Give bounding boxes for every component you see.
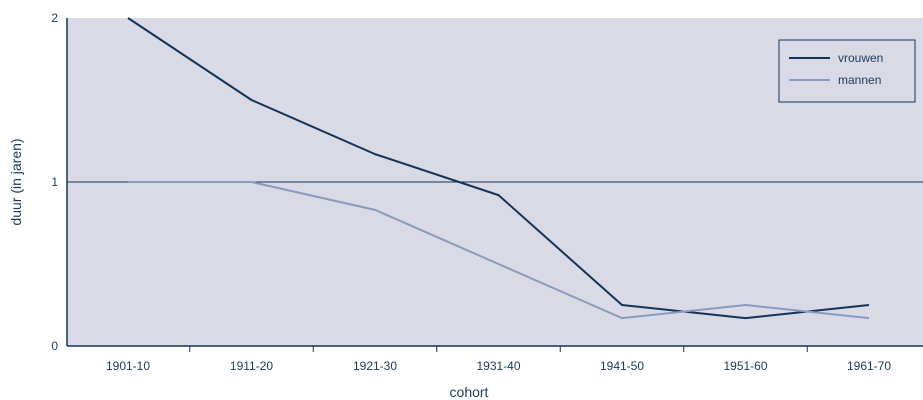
series-line-mannen <box>128 181 870 320</box>
x-tick-label: 1911-20 <box>230 359 273 373</box>
x-tick-label: 1961-70 <box>847 359 891 373</box>
x-tick-label: 1931-40 <box>476 359 520 373</box>
y-tick-label: 1 <box>51 175 58 189</box>
x-axis-title: cohort <box>450 384 489 400</box>
x-tick-label: 1951-60 <box>723 359 767 373</box>
x-tick-label: 1901-10 <box>106 359 150 373</box>
legend-label-vrouwen: vrouwen <box>838 51 883 65</box>
legend-label-mannen: mannen <box>838 73 881 87</box>
series-line-vrouwen <box>127 17 870 320</box>
y-tick-label: 2 <box>51 11 58 25</box>
legend: vrouwen mannen <box>778 39 916 103</box>
x-tick-label: 1921-30 <box>353 359 397 373</box>
y-axis-title: duur (in jaren) <box>8 138 24 225</box>
x-tick-label: 1941-50 <box>600 359 644 373</box>
legend-box <box>778 39 916 103</box>
y-tick-label: 0 <box>51 339 58 353</box>
